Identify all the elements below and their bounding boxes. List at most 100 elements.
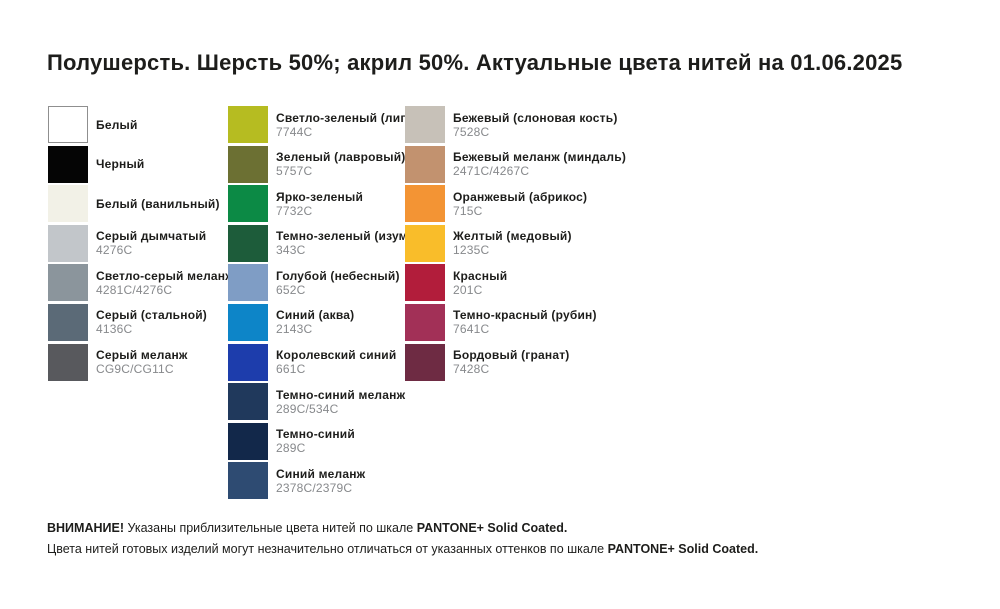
color-labels: Темно-зеленый (изумруд) 343C <box>276 229 434 257</box>
footer-line-1-text: Указаны приблизительные цвета нитей по ш… <box>124 521 417 535</box>
color-code: 289C <box>276 441 306 456</box>
color-row: Темно-красный (рубин) 7641C <box>405 303 626 341</box>
color-name: Серый (стальной) <box>96 308 208 323</box>
color-swatch <box>228 264 268 302</box>
page-title: Полушерсть. Шерсть 50%; акрил 50%. Актуа… <box>47 50 903 75</box>
color-code: 7744C <box>276 124 313 139</box>
footer-line-2: Цвета нитей готовых изделий могут незнач… <box>47 539 758 560</box>
color-row: Синий меланж 2378C/2379C <box>228 462 434 500</box>
color-labels: Темно-красный (рубин) 7641C <box>453 308 597 336</box>
color-swatch <box>48 185 88 223</box>
color-code: 7732C <box>276 203 313 218</box>
color-code: CG9C/CG11C <box>96 362 174 377</box>
color-row: Белый <box>48 106 234 143</box>
color-row: Красный 201C <box>405 264 626 302</box>
color-row: Серый меланж CG9C/CG11C <box>48 343 234 381</box>
color-row: Зеленый (лавровый) 5757C <box>228 145 434 183</box>
color-swatch <box>228 303 268 341</box>
color-row: Светло-серый меланж 4281C/4276C <box>48 264 234 302</box>
color-swatch <box>48 106 88 143</box>
footer-note: ВНИМАНИЕ! Указаны приблизительные цвета … <box>47 518 758 560</box>
color-labels: Серый (стальной) 4136C <box>96 308 207 336</box>
color-code: 4276C <box>96 243 133 258</box>
color-code: 7641C <box>453 322 490 337</box>
color-row: Черный <box>48 145 234 183</box>
color-row: Бежевый меланж (миндаль) 2471C/4267C <box>405 145 627 183</box>
color-labels: Бордовый (гранат) 7428C <box>453 348 569 376</box>
color-code: 289C/534C <box>276 401 339 416</box>
color-labels: Белый (ванильный) <box>96 197 220 211</box>
color-swatch <box>405 343 445 381</box>
color-swatch <box>48 224 88 262</box>
color-name: Синий меланж <box>276 466 366 481</box>
color-swatch <box>228 185 268 223</box>
color-code: 1235C <box>453 243 490 258</box>
color-swatch <box>228 462 268 500</box>
color-name: Белый <box>96 117 138 132</box>
color-code: 4136C <box>96 322 133 337</box>
color-swatch <box>405 224 445 262</box>
color-column-3: Бежевый (слоновая кость) 7528C Бежевый м… <box>405 106 626 383</box>
color-labels: Темно-синий меланж 289C/534C <box>276 388 405 416</box>
color-row: Серый дымчатый 4276C <box>48 224 234 262</box>
color-row: Королевский синий 661C <box>228 343 434 381</box>
color-labels: Серый дымчатый 4276C <box>96 229 206 257</box>
color-row: Светло-зеленый (липа) 7744C <box>228 106 434 143</box>
color-code: 2378C/2379C <box>276 480 353 495</box>
color-row: Желтый (медовый) 1235C <box>405 224 626 262</box>
color-name: Синий (аква) <box>276 308 355 323</box>
color-swatch <box>48 303 88 341</box>
color-name: Бордовый (гранат) <box>453 348 570 363</box>
color-row: Бежевый (слоновая кость) 7528C <box>405 106 626 143</box>
color-name: Королевский синий <box>276 348 397 363</box>
color-row: Темно-синий 289C <box>228 422 434 460</box>
color-labels: Желтый (медовый) 1235C <box>453 229 572 257</box>
color-swatch <box>228 224 268 262</box>
color-name: Черный <box>96 157 145 172</box>
color-name: Голубой (небесный) <box>276 268 400 283</box>
color-name: Желтый (медовый) <box>453 229 572 244</box>
color-row: Ярко-зеленый 7732C <box>228 185 434 223</box>
color-name: Темно-красный (рубин) <box>453 308 597 323</box>
color-labels: Синий меланж 2378C/2379C <box>276 467 365 495</box>
color-row: Темно-синий меланж 289C/534C <box>228 383 434 421</box>
color-name: Бежевый (слоновая кость) <box>453 110 618 125</box>
color-labels: Оранжевый (абрикос) 715C <box>453 190 587 218</box>
color-name: Красный <box>453 268 508 283</box>
color-row: Серый (стальной) 4136C <box>48 303 234 341</box>
color-row: Оранжевый (абрикос) 715C <box>405 185 626 223</box>
color-row: Бордовый (гранат) 7428C <box>405 343 626 381</box>
color-row: Синий (аква) 2143C <box>228 303 434 341</box>
color-code: 661C <box>276 362 306 377</box>
color-labels: Зеленый (лавровый) 5757C <box>276 150 405 178</box>
color-column-1: Белый Черный Белый (ванильный) Серый дым… <box>48 106 234 383</box>
color-swatch <box>228 383 268 421</box>
color-swatch <box>48 343 88 381</box>
color-labels: Белый <box>96 118 138 132</box>
color-labels: Ярко-зеленый 7732C <box>276 190 363 218</box>
color-name: Светло-зеленый (липа) <box>276 110 419 125</box>
footer-line-2-text: Цвета нитей готовых изделий могут незнач… <box>47 542 608 556</box>
color-column-2: Светло-зеленый (липа) 7744C Зеленый (лав… <box>228 106 434 502</box>
color-name: Темно-синий <box>276 427 355 442</box>
color-labels: Светло-серый меланж 4281C/4276C <box>96 269 234 297</box>
color-name: Ярко-зеленый <box>276 189 364 204</box>
color-swatch <box>48 264 88 302</box>
color-swatch <box>228 106 268 143</box>
color-code: 652C <box>276 282 306 297</box>
color-labels: Темно-синий 289C <box>276 427 355 455</box>
color-row: Темно-зеленый (изумруд) 343C <box>228 224 434 262</box>
color-labels: Серый меланж CG9C/CG11C <box>96 348 188 376</box>
color-code: 715C <box>453 203 483 218</box>
color-swatch <box>228 422 268 460</box>
color-row: Белый (ванильный) <box>48 185 234 223</box>
color-name: Белый (ванильный) <box>96 196 220 211</box>
color-code: 7428C <box>453 362 490 377</box>
color-name: Темно-зеленый (изумруд) <box>276 229 434 244</box>
color-swatch <box>228 343 268 381</box>
color-name: Бежевый меланж (миндаль) <box>453 150 627 165</box>
color-labels: Голубой (небесный) 652C <box>276 269 400 297</box>
color-code: 4281C/4276C <box>96 282 173 297</box>
color-code: 5757C <box>276 164 313 179</box>
